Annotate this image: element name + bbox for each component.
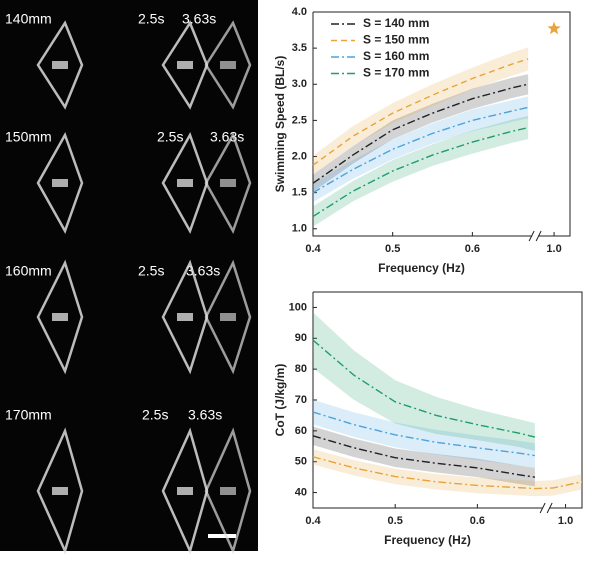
body-photo [52, 487, 68, 495]
size-label: 140mm [5, 11, 52, 27]
x-tick-label: 0.4 [305, 515, 321, 527]
fin-photo [204, 20, 252, 110]
error-band [313, 426, 535, 487]
body-photo [220, 313, 236, 321]
y-tick-label: 2.0 [292, 150, 307, 162]
x-tick-label: 0.4 [305, 243, 321, 255]
x-tick-label: 1.0 [558, 515, 573, 527]
series-line [312, 456, 583, 490]
scale-bar [208, 534, 236, 538]
x-tick-label: 0.5 [385, 243, 400, 255]
x-axis-label: Frequency (Hz) [384, 533, 471, 547]
series-line [312, 83, 529, 184]
star-point [547, 21, 561, 35]
time-label: 2.5s [157, 129, 183, 145]
series-line [312, 339, 536, 438]
y-tick-label: 4.0 [292, 6, 307, 18]
size-label: 160mm [5, 263, 52, 279]
fin-photo [36, 131, 84, 235]
y-tick-label: 50 [295, 456, 307, 468]
body-photo [177, 179, 193, 187]
series-line [312, 435, 536, 478]
body-photo [52, 313, 68, 321]
size-label: 150mm [5, 129, 52, 145]
fin-photo [36, 20, 84, 110]
y-tick-label: 3.0 [292, 78, 307, 90]
legend-label: S = 170 mm [363, 66, 429, 80]
y-tick-label: 90 [295, 332, 307, 344]
legend-label: S = 140 mm [363, 16, 429, 30]
axis-break [528, 230, 542, 242]
body-photo [220, 179, 236, 187]
y-tick-label: 1.5 [292, 187, 307, 199]
y-tick-label: 3.5 [292, 42, 307, 54]
fin-photo [36, 259, 84, 375]
error-band [313, 74, 529, 192]
y-axis-label: Swimming Speed (BL/s) [273, 56, 287, 193]
y-tick-label: 2.5 [292, 114, 307, 126]
size-label: 170mm [5, 407, 52, 423]
y-tick-label: 40 [295, 486, 307, 498]
series-line [312, 106, 529, 194]
y-tick-label: 70 [295, 394, 307, 406]
time-label: 3.63s [188, 407, 222, 423]
time-label: 3.63s [182, 11, 216, 27]
series-line [312, 126, 529, 218]
time-label: 3.63s [210, 129, 244, 145]
legend-label: S = 160 mm [363, 49, 429, 63]
series-line [312, 411, 536, 457]
error-band [313, 116, 529, 227]
legend-label: S = 150 mm [363, 33, 429, 47]
error-band [313, 399, 535, 468]
body-photo [220, 487, 236, 495]
fin-photo [204, 131, 252, 235]
time-label: 2.5s [142, 407, 168, 423]
x-tick-label: 0.6 [470, 515, 485, 527]
error-band [313, 47, 529, 175]
x-axis-label: Frequency (Hz) [378, 261, 465, 275]
time-label: 2.5s [138, 263, 164, 279]
y-tick-label: 1.0 [292, 223, 307, 235]
y-axis-label: CoT (J/kg/m) [273, 364, 287, 437]
error-band [313, 96, 529, 203]
y-tick-label: 60 [295, 425, 307, 437]
y-tick-label: 100 [289, 301, 307, 313]
error-band [313, 449, 582, 497]
y-tick-label: 80 [295, 363, 307, 375]
axis-break [539, 502, 553, 514]
body-photo [177, 61, 193, 69]
body-photo [220, 61, 236, 69]
time-label: 2.5s [138, 11, 164, 27]
body-photo [52, 61, 68, 69]
fin-photo [204, 427, 252, 555]
x-tick-label: 0.6 [465, 243, 480, 255]
body-photo [177, 487, 193, 495]
x-tick-label: 1.0 [546, 243, 561, 255]
body-photo [52, 179, 68, 187]
body-photo [177, 313, 193, 321]
error-band [313, 312, 535, 451]
fin-photo [36, 427, 84, 555]
x-tick-label: 0.5 [388, 515, 403, 527]
photo-panel [0, 0, 258, 551]
series-line [312, 58, 529, 166]
fin-photo [204, 259, 252, 375]
